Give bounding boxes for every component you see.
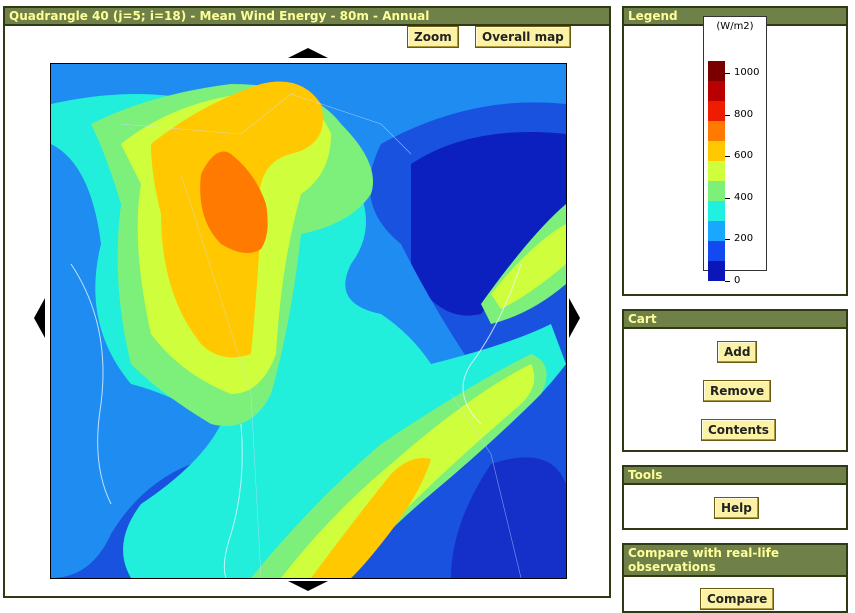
legend-tick-label: 1000 [734, 67, 760, 78]
compare-panel: Compare with real-life observations [622, 543, 848, 613]
pan-left-arrow-icon[interactable] [34, 298, 45, 338]
cart-panel-title: Cart [624, 311, 846, 329]
pan-up-arrow-icon[interactable] [288, 48, 328, 58]
overall-map-button[interactable]: Overall map [475, 26, 571, 48]
wind-energy-map[interactable] [50, 63, 567, 579]
legend-tick-label: 600 [734, 150, 754, 162]
legend-tick-label: 400 [734, 191, 754, 203]
legend-tick [725, 281, 730, 282]
compare-button[interactable]: Compare [700, 588, 775, 610]
legend-tick-label: 0 [734, 275, 741, 286]
legend-swatch [708, 61, 725, 81]
legend-swatch [708, 141, 725, 161]
contents-button[interactable]: Contents [701, 419, 776, 441]
legend-swatch [708, 181, 725, 201]
help-button[interactable]: Help [714, 497, 759, 519]
wind-energy-map-image [51, 64, 566, 578]
color-scale: (W/m2) 1000 800 600 400 200 0 [703, 16, 767, 286]
legend-tick [725, 114, 730, 116]
legend-tick-label: 200 [734, 233, 754, 245]
legend-swatch [708, 261, 725, 281]
map-panel-title: Quadrangle 40 (j=5; i=18) - Mean Wind En… [5, 8, 609, 26]
legend-tick-label: 800 [734, 108, 754, 120]
legend-tick [725, 239, 730, 241]
legend-unit-label: (W/m2) [716, 21, 754, 32]
legend-swatch [708, 101, 725, 121]
pan-down-arrow-icon[interactable] [288, 581, 328, 591]
legend-swatch [708, 221, 725, 241]
compare-panel-title: Compare with real-life observations [624, 545, 846, 577]
remove-button[interactable]: Remove [703, 380, 772, 402]
pan-right-arrow-icon[interactable] [569, 298, 580, 338]
legend-swatch [708, 241, 725, 261]
legend-tick [725, 156, 730, 158]
legend-swatch [708, 121, 725, 141]
legend-swatch [708, 201, 725, 221]
legend-swatch [708, 161, 725, 181]
legend-tick [725, 73, 730, 74]
add-button[interactable]: Add [717, 341, 758, 363]
legend-tick [725, 197, 730, 199]
tools-panel-title: Tools [624, 467, 846, 485]
zoom-button[interactable]: Zoom [407, 26, 459, 48]
legend-swatch [708, 81, 725, 101]
legend-panel: Legend (W/m2) 1000 800 600 400 200 0 [622, 6, 848, 296]
